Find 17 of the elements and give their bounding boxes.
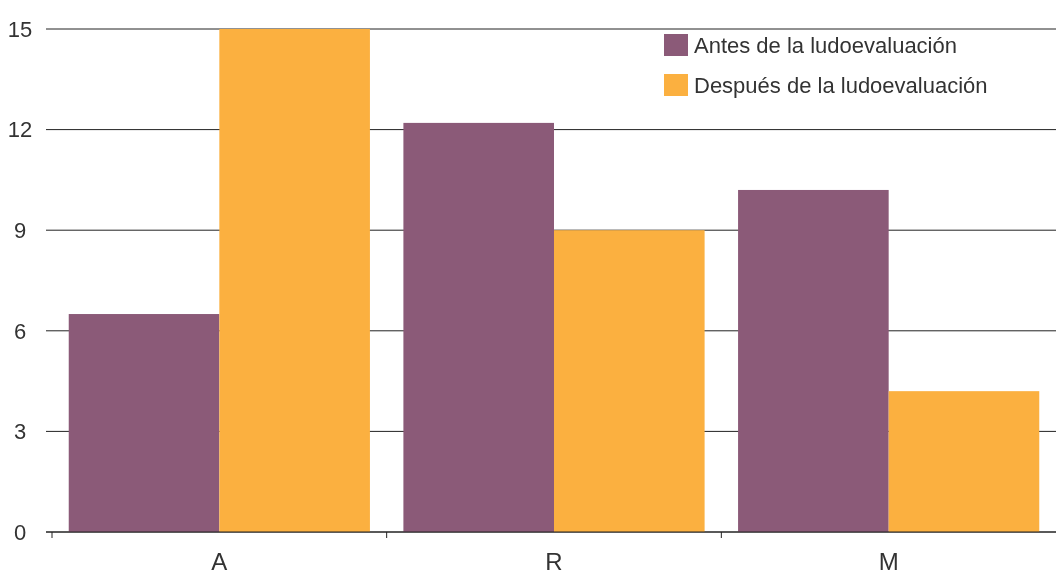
y-tick-label: 6 [13,318,27,344]
bar [738,189,889,532]
bar [403,122,554,532]
bar [888,391,1040,532]
y-tick-label: 0 [13,519,27,545]
bar [554,230,705,532]
y-tick-label: 15 [7,16,33,42]
bar [68,314,220,532]
y-tick-label: 9 [13,217,27,243]
x-tick-label: M [878,548,899,575]
x-tick-label: A [211,548,228,575]
y-tick-label: 3 [13,419,27,445]
legend-label: Antes de la ludoevaluación [694,32,957,58]
bar [219,29,370,532]
y-tick-label: 12 [7,117,33,143]
x-tick-label: R [545,548,563,575]
legend-label: Después de la ludoevaluación [694,72,988,98]
